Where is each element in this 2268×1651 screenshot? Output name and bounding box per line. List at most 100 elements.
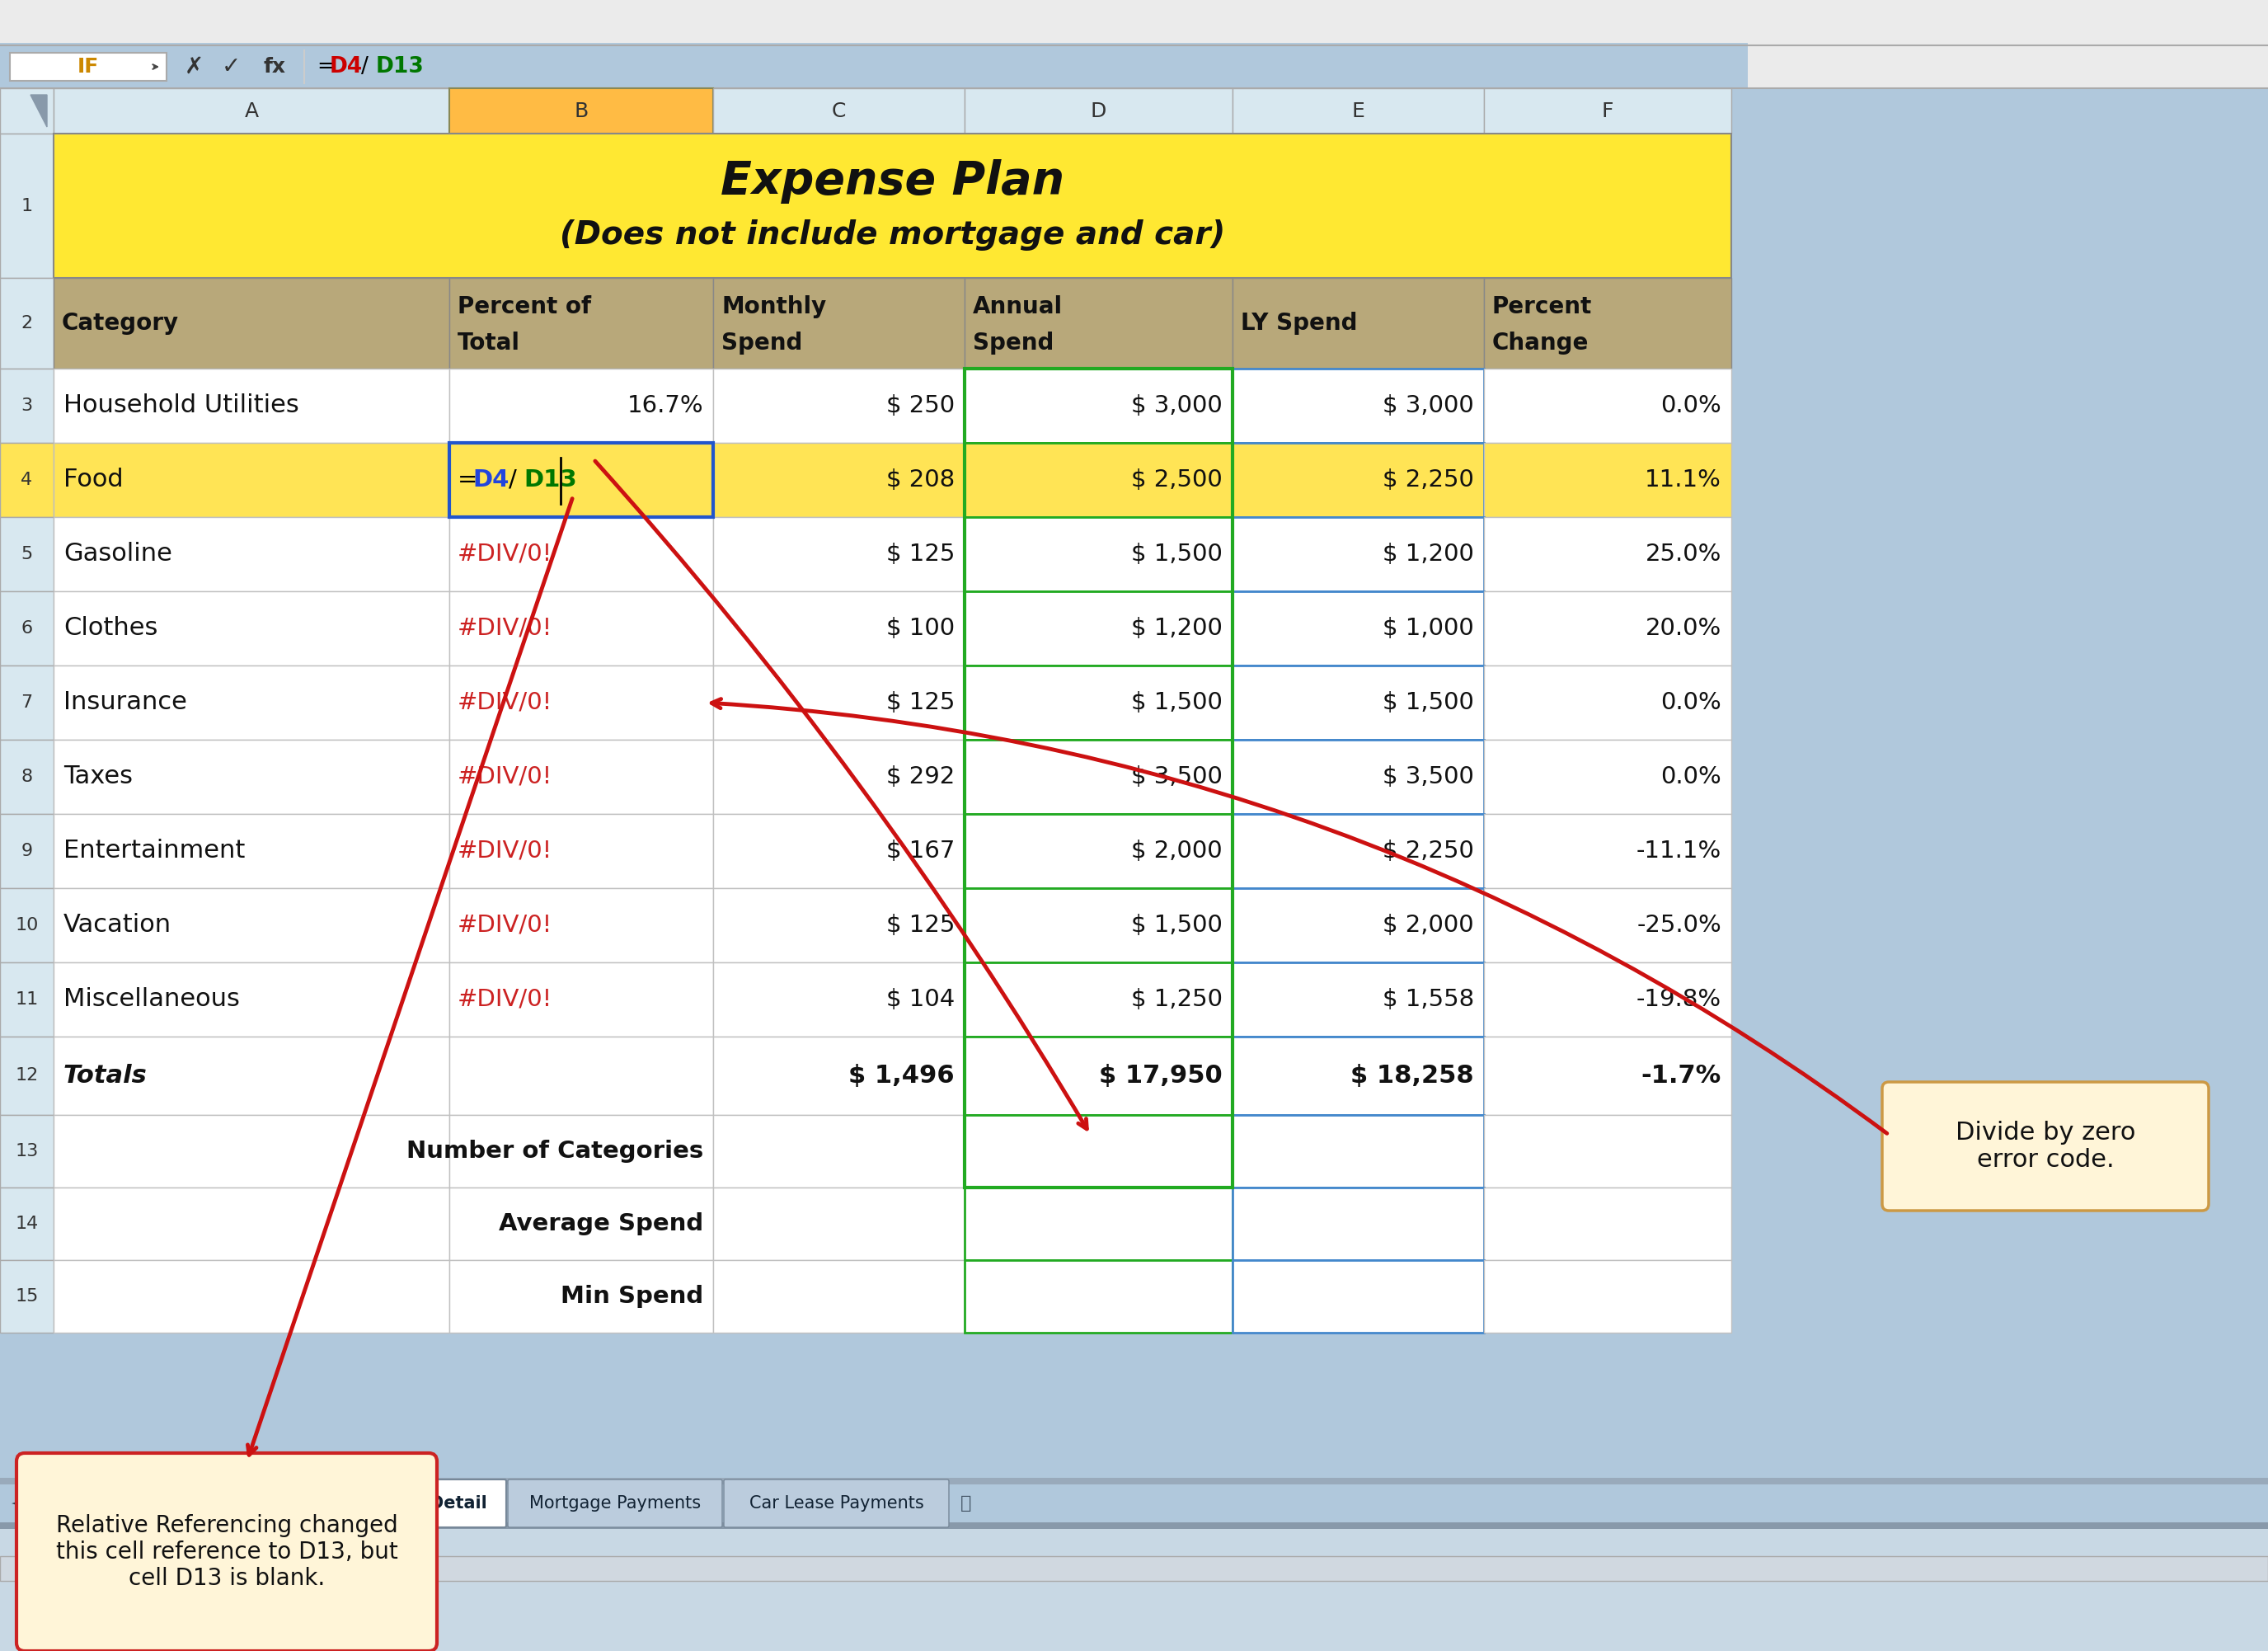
Text: 8: 8 bbox=[20, 769, 32, 786]
Bar bbox=[1232, 517, 1483, 591]
Text: $ 167: $ 167 bbox=[887, 839, 955, 862]
Bar bbox=[1232, 591, 1483, 665]
Bar bbox=[449, 888, 712, 963]
Text: #DIV/0!: #DIV/0! bbox=[458, 987, 553, 1010]
Text: Min Spend: Min Spend bbox=[560, 1284, 703, 1308]
Bar bbox=[712, 1114, 964, 1187]
Text: $ 208: $ 208 bbox=[887, 469, 955, 492]
Text: Spend: Spend bbox=[973, 332, 1055, 355]
Bar bbox=[54, 88, 449, 134]
Bar bbox=[1483, 1260, 1730, 1332]
Bar bbox=[54, 368, 449, 442]
Text: $ 2,000: $ 2,000 bbox=[1132, 839, 1222, 862]
Bar bbox=[1483, 517, 1730, 591]
FancyBboxPatch shape bbox=[1882, 1081, 2209, 1210]
Bar bbox=[0, 1114, 54, 1187]
Text: =: = bbox=[318, 56, 336, 78]
Text: E: E bbox=[1352, 101, 1365, 121]
Bar bbox=[964, 517, 1232, 591]
Bar bbox=[0, 134, 54, 277]
Bar bbox=[1483, 1187, 1730, 1260]
Bar bbox=[964, 963, 1232, 1037]
Bar bbox=[0, 1037, 54, 1114]
Bar bbox=[1483, 1114, 1730, 1187]
Text: 12: 12 bbox=[16, 1068, 39, 1085]
Text: 0.0%: 0.0% bbox=[1660, 766, 1721, 789]
Text: $ 100: $ 100 bbox=[887, 617, 955, 641]
Bar bbox=[712, 277, 964, 368]
Text: Household Utilities: Household Utilities bbox=[64, 395, 299, 418]
Bar bbox=[54, 1037, 449, 1114]
Text: Category: Category bbox=[61, 312, 179, 335]
Text: $ 2,000: $ 2,000 bbox=[1383, 913, 1474, 936]
Bar bbox=[0, 1187, 54, 1260]
Text: /: / bbox=[361, 56, 367, 78]
Text: Number of Categories: Number of Categories bbox=[406, 1139, 703, 1162]
Bar bbox=[1232, 814, 1483, 888]
Bar bbox=[964, 277, 1232, 368]
Bar bbox=[964, 368, 1232, 442]
Text: 10: 10 bbox=[16, 916, 39, 933]
Bar bbox=[54, 888, 449, 963]
Text: 16.7%: 16.7% bbox=[626, 395, 703, 418]
Bar bbox=[449, 442, 712, 517]
Text: 3: 3 bbox=[20, 398, 32, 414]
Bar bbox=[1232, 740, 1483, 814]
Bar bbox=[964, 442, 1232, 517]
Bar bbox=[964, 1037, 1232, 1114]
Bar bbox=[1232, 1260, 1483, 1332]
Bar bbox=[449, 1187, 712, 1260]
Text: =: = bbox=[458, 469, 479, 492]
Text: 14: 14 bbox=[16, 1215, 39, 1232]
Bar bbox=[0, 0, 2268, 45]
Text: 11: 11 bbox=[16, 991, 39, 1007]
Text: #DIV/0!: #DIV/0! bbox=[458, 692, 553, 715]
Bar bbox=[54, 963, 449, 1037]
Bar bbox=[54, 442, 449, 517]
Text: $ 125: $ 125 bbox=[887, 692, 955, 715]
Bar bbox=[0, 814, 54, 888]
Text: 15: 15 bbox=[16, 1288, 39, 1304]
Bar bbox=[1232, 665, 1483, 740]
Text: 25.0%: 25.0% bbox=[1644, 543, 1721, 566]
Bar bbox=[54, 591, 449, 665]
Text: B: B bbox=[574, 101, 587, 121]
Bar bbox=[712, 88, 964, 134]
Text: Divide by zero
error code.: Divide by zero error code. bbox=[1955, 1121, 2136, 1172]
Bar bbox=[54, 814, 449, 888]
Text: $ 1,200: $ 1,200 bbox=[1383, 543, 1474, 566]
Text: Food: Food bbox=[64, 467, 122, 492]
Bar bbox=[0, 740, 54, 814]
Text: $ 18,258: $ 18,258 bbox=[1352, 1063, 1474, 1088]
Text: D13: D13 bbox=[376, 56, 424, 78]
Text: $ 104: $ 104 bbox=[887, 987, 955, 1010]
FancyBboxPatch shape bbox=[508, 1479, 721, 1527]
Bar bbox=[964, 888, 1232, 963]
Bar bbox=[964, 1114, 1232, 1187]
Bar bbox=[0, 1529, 2268, 1651]
Text: (Does not include mortgage and car): (Does not include mortgage and car) bbox=[560, 220, 1225, 251]
Bar bbox=[449, 1260, 712, 1332]
Bar bbox=[0, 368, 54, 442]
Text: Clothes: Clothes bbox=[64, 616, 159, 641]
FancyBboxPatch shape bbox=[16, 1453, 438, 1651]
Text: Taxes: Taxes bbox=[64, 764, 134, 789]
Text: /: / bbox=[508, 469, 517, 492]
Text: $ 1,500: $ 1,500 bbox=[1383, 692, 1474, 715]
Bar bbox=[0, 43, 1749, 1332]
Bar bbox=[449, 442, 712, 517]
Text: D4: D4 bbox=[472, 469, 508, 492]
Text: 20.0%: 20.0% bbox=[1644, 617, 1721, 641]
Text: Annual: Annual bbox=[973, 296, 1064, 319]
Text: #DIV/0!: #DIV/0! bbox=[458, 617, 553, 641]
Bar bbox=[1232, 963, 1483, 1037]
Text: -1.7%: -1.7% bbox=[1642, 1063, 1721, 1088]
Text: Spend: Spend bbox=[721, 332, 803, 355]
Text: Total: Total bbox=[458, 332, 519, 355]
Bar bbox=[0, 888, 54, 963]
Bar bbox=[712, 888, 964, 963]
Bar bbox=[0, 1557, 2268, 1582]
Text: 2: 2 bbox=[20, 315, 32, 332]
Bar bbox=[449, 1037, 712, 1114]
Text: $ 1,000: $ 1,000 bbox=[1383, 617, 1474, 641]
